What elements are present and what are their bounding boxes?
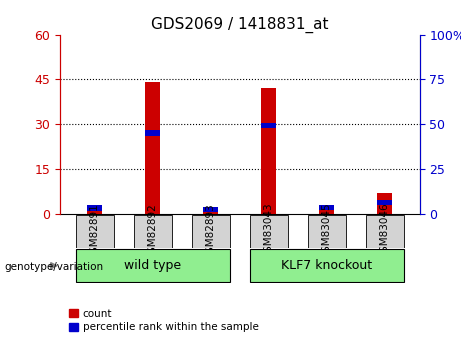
Title: GDS2069 / 1418831_at: GDS2069 / 1418831_at xyxy=(151,17,329,33)
Bar xyxy=(261,123,276,128)
Text: wild type: wild type xyxy=(124,259,181,272)
Bar xyxy=(319,205,334,210)
FancyBboxPatch shape xyxy=(192,215,230,248)
FancyBboxPatch shape xyxy=(76,215,113,248)
Bar xyxy=(378,200,392,205)
FancyBboxPatch shape xyxy=(308,215,346,248)
Text: GSM82893: GSM82893 xyxy=(206,203,216,259)
Bar xyxy=(319,205,334,214)
Text: genotype/variation: genotype/variation xyxy=(5,263,104,272)
Text: GSM82892: GSM82892 xyxy=(148,203,158,259)
Bar xyxy=(203,207,218,212)
Bar xyxy=(146,82,160,214)
Bar xyxy=(261,88,276,214)
Bar xyxy=(203,208,218,214)
FancyBboxPatch shape xyxy=(366,215,403,248)
FancyBboxPatch shape xyxy=(76,249,230,282)
Bar xyxy=(88,205,102,210)
Text: GSM83043: GSM83043 xyxy=(264,203,274,259)
Bar xyxy=(146,130,160,136)
Text: KLF7 knockout: KLF7 knockout xyxy=(281,259,372,272)
FancyBboxPatch shape xyxy=(250,249,403,282)
Text: GSM83046: GSM83046 xyxy=(380,203,390,259)
Bar xyxy=(378,193,392,214)
FancyBboxPatch shape xyxy=(134,215,171,248)
Text: GSM83045: GSM83045 xyxy=(322,203,332,259)
Text: GSM82891: GSM82891 xyxy=(90,203,100,259)
Legend: count, percentile rank within the sample: count, percentile rank within the sample xyxy=(65,305,263,336)
Bar xyxy=(88,205,102,214)
FancyBboxPatch shape xyxy=(250,215,288,248)
